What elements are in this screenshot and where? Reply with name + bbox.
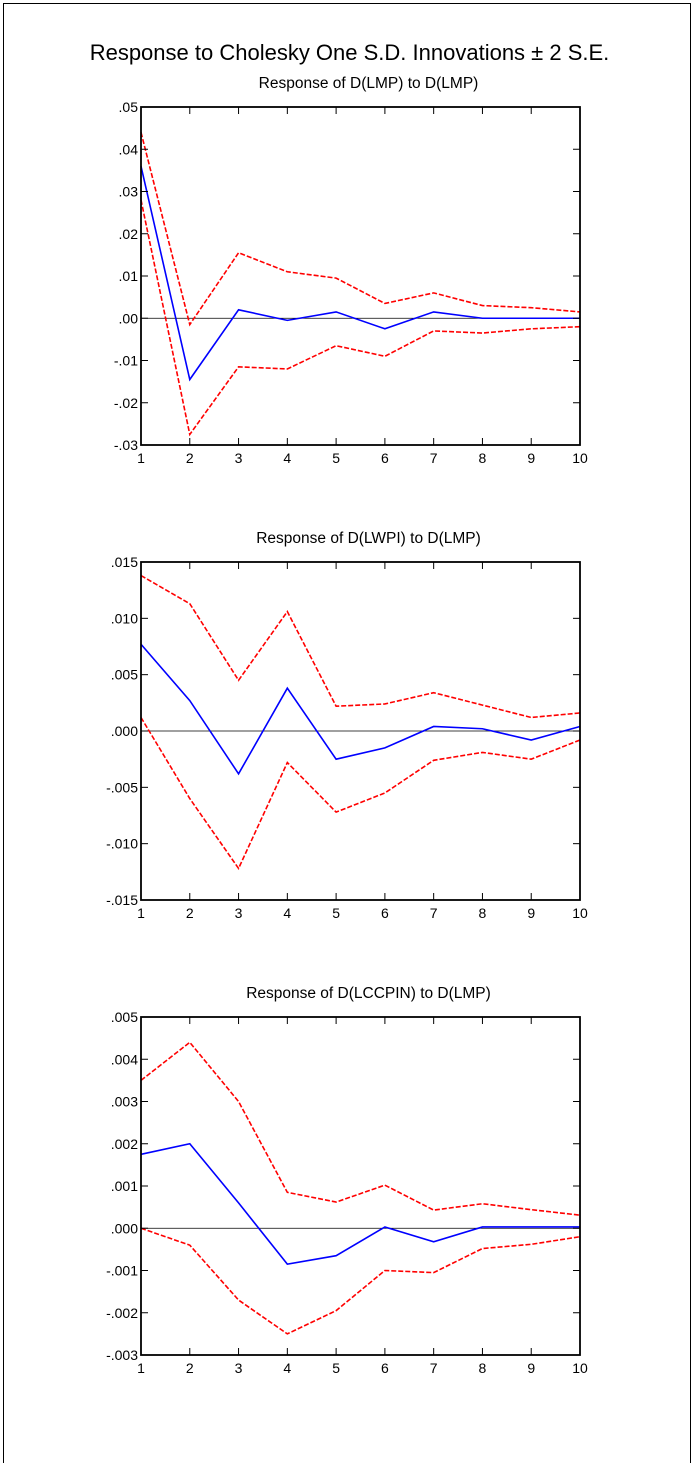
y-tick-label: -.005 [106, 779, 138, 795]
panel-title: Response of D(LCCPIN) to D(LMP) [246, 985, 491, 1002]
x-tick-label: 8 [479, 905, 487, 921]
y-tick-label: .002 [111, 1136, 138, 1152]
y-tick-label: -.03 [114, 437, 138, 453]
x-tick-label: 5 [332, 1360, 340, 1376]
x-tick-label: 2 [186, 450, 194, 466]
x-tick-label: 10 [572, 1360, 588, 1376]
plot-border [140, 1016, 581, 1356]
series-response [140, 643, 581, 776]
x-tick-label: 3 [235, 905, 243, 921]
series-upper [140, 1041, 581, 1216]
series-response [140, 165, 580, 382]
x-tick-label: 10 [572, 905, 588, 921]
x-tick-label: 7 [430, 450, 438, 466]
panel-lmp: Response of D(LMP) to D(LMP) .05 .04 .03 .02… [0, 70, 699, 490]
series-upper [140, 574, 581, 719]
x-tick-label: 6 [381, 1360, 389, 1376]
x-tick-label: 6 [381, 905, 389, 921]
x-tick-label: 4 [283, 1360, 291, 1376]
y-tick-label: .03 [119, 184, 139, 200]
x-tick-label: 9 [527, 1360, 535, 1376]
series-response [140, 1142, 580, 1266]
series-lower [140, 1227, 581, 1335]
x-tick-label: 5 [332, 450, 340, 466]
y-tick-label: .01 [119, 268, 139, 284]
panel-lccpin: Response of D(LCCPIN) to D(LMP) .005 .004.… [0, 980, 699, 1400]
y-tick-label: -.003 [106, 1347, 138, 1363]
y-tick-label: -.002 [106, 1305, 138, 1321]
x-tick-label: 8 [479, 450, 487, 466]
y-tick-label: -.010 [106, 836, 138, 852]
panel-lwpi: Response of D(LWPI) to D(LMP) .015 .010 .00… [0, 525, 699, 945]
y-tick-label: -.01 [114, 353, 138, 369]
y-tick-label: .000 [111, 723, 138, 739]
y-tick-label: .05 [119, 99, 139, 115]
x-tick-label: 1 [137, 450, 145, 466]
x-tick-label: 2 [186, 905, 194, 921]
y-tick-label: .02 [119, 226, 139, 242]
panel-title: Response of D(LMP) to D(LMP) [259, 75, 479, 92]
x-tick-label: 1 [137, 1360, 145, 1376]
series-lower [140, 717, 581, 871]
x-tick-label: 8 [479, 1360, 487, 1376]
x-tick-label: 2 [186, 1360, 194, 1376]
chart-response-lwpi: Response of D(LWPI) to D(LMP) .015 .010 .00… [106, 530, 588, 921]
y-tick-label: -.001 [106, 1263, 138, 1279]
x-tick-label: 5 [332, 905, 340, 921]
y-tick-label: .010 [111, 610, 138, 626]
plot-border [140, 106, 581, 446]
y-tick-label: -.015 [106, 892, 138, 908]
x-tick-label: 1 [137, 905, 145, 921]
x-tick-label: 9 [527, 450, 535, 466]
y-tick-label: .000 [111, 1220, 138, 1236]
figure-title: Response to Cholesky One S.D. Innovation… [89, 40, 610, 65]
x-tick-label: 10 [572, 450, 588, 466]
y-tick-label: .003 [111, 1094, 138, 1110]
x-tick-label: 4 [283, 450, 291, 466]
figure-frame [3, 3, 691, 1463]
y-tick-label: .001 [111, 1178, 138, 1194]
x-tick-label: 7 [430, 905, 438, 921]
x-tick-label: 4 [283, 905, 291, 921]
y-tick-label: .004 [111, 1051, 138, 1067]
y-tick-label: .00 [119, 310, 139, 326]
panel-title: Response of D(LWPI) to D(LMP) [256, 530, 481, 547]
y-tick-label: .005 [111, 1009, 138, 1025]
chart-response-lccpin: Response of D(LCCPIN) to D(LMP) .005 .004.… [106, 985, 588, 1376]
chart-response-lmp: Response of D(LMP) to D(LMP) .05 .04 .03 .02… [114, 75, 588, 466]
series-upper [140, 132, 581, 327]
x-tick-label: 7 [430, 1360, 438, 1376]
y-tick-label: -.02 [114, 395, 138, 411]
x-tick-label: 3 [235, 450, 243, 466]
y-tick-label: .015 [111, 554, 138, 570]
x-tick-label: 9 [527, 905, 535, 921]
y-tick-label: .04 [119, 141, 139, 157]
y-tick-label: .005 [111, 667, 138, 683]
x-tick-label: 3 [235, 1360, 243, 1376]
series-lower [140, 199, 581, 437]
x-tick-label: 6 [381, 450, 389, 466]
